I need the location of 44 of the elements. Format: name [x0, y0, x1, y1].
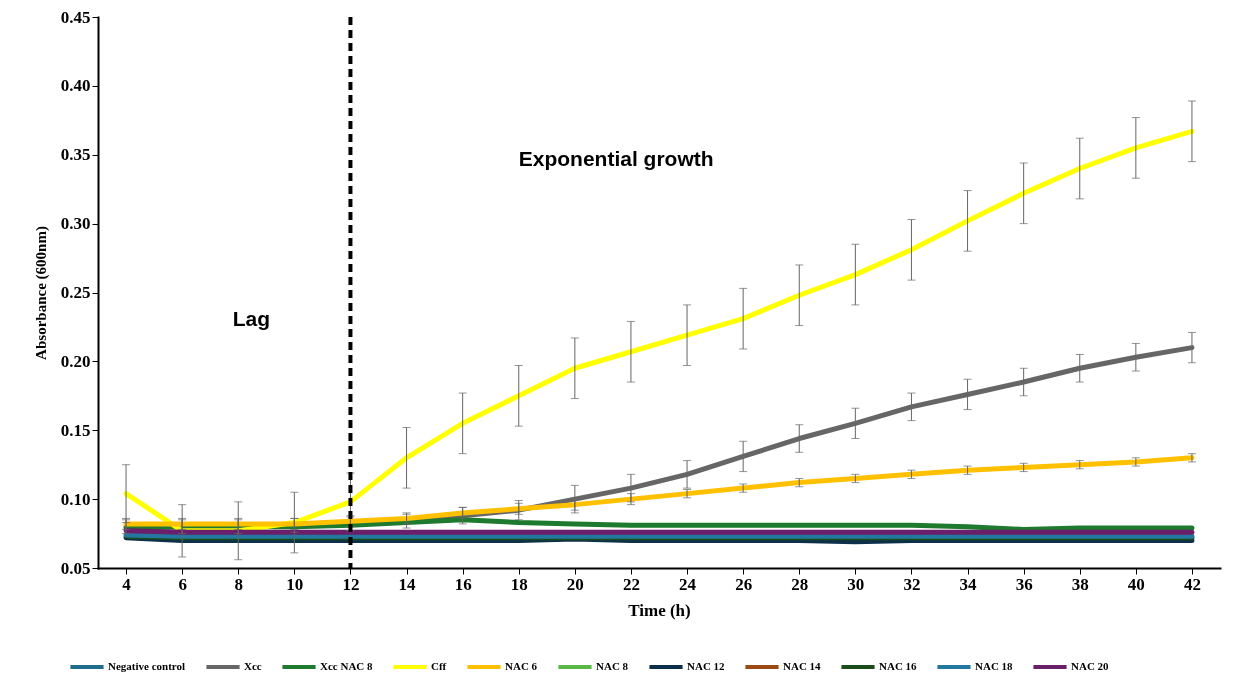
x-tick-label: 12	[342, 574, 360, 594]
x-tick-label: 28	[791, 574, 809, 594]
legend-label: Xcc	[244, 660, 262, 672]
x-tick-label: 20	[566, 574, 584, 594]
y-tick-label: 0.20	[60, 351, 91, 371]
x-tick-label: 26	[735, 574, 753, 594]
legend-label: NAC 12	[687, 660, 726, 672]
y-tick-label: 0.10	[60, 489, 91, 509]
y-tick-label: 0.25	[60, 283, 91, 302]
x-tick-label: 36	[1015, 574, 1033, 594]
y-tick-label: 0.05	[60, 558, 91, 578]
x-tick-label: 32	[903, 574, 921, 594]
legend-label: Xcc NAC 8	[320, 660, 374, 672]
y-tick-label: 0.15	[60, 420, 91, 440]
x-tick-label: 10	[286, 574, 304, 594]
legend-label: Negative control	[108, 660, 186, 672]
legend-label: NAC 6	[505, 660, 538, 672]
x-tick-label: 6	[178, 574, 187, 594]
x-tick-label: 18	[510, 574, 528, 594]
x-tick-label: 4	[122, 574, 132, 594]
x-tick-label: 34	[959, 574, 978, 594]
legend-label: NAC 14	[783, 660, 822, 672]
x-axis-title: Time (h)	[628, 600, 691, 620]
legend-label: NAC 20	[1071, 660, 1110, 672]
x-tick-label: 40	[1127, 574, 1145, 594]
y-tick-label: 0.40	[60, 76, 91, 96]
x-tick-label: 14	[398, 574, 417, 594]
x-tick-label: 38	[1071, 574, 1089, 594]
annotation: Lag	[232, 307, 270, 331]
annotation: Exponential growth	[518, 147, 714, 171]
x-tick-label: 42	[1183, 574, 1201, 594]
x-tick-label: 22	[622, 574, 640, 594]
legend-label: Cff	[431, 660, 447, 672]
x-tick-label: 8	[234, 574, 243, 594]
y-axis-title: Absorbance (600nm)	[32, 226, 50, 360]
x-tick-label: 30	[847, 574, 865, 594]
x-tick-label: 24	[679, 574, 697, 594]
legend-label: NAC 8	[596, 660, 629, 672]
legend-label: NAC 18	[975, 660, 1014, 672]
y-tick-label: 0.35	[60, 145, 91, 165]
y-tick-label: 0.30	[60, 214, 91, 234]
y-tick-label: 0.45	[60, 7, 91, 27]
legend-label: NAC 16	[879, 660, 918, 672]
x-tick-label: 16	[454, 574, 472, 594]
